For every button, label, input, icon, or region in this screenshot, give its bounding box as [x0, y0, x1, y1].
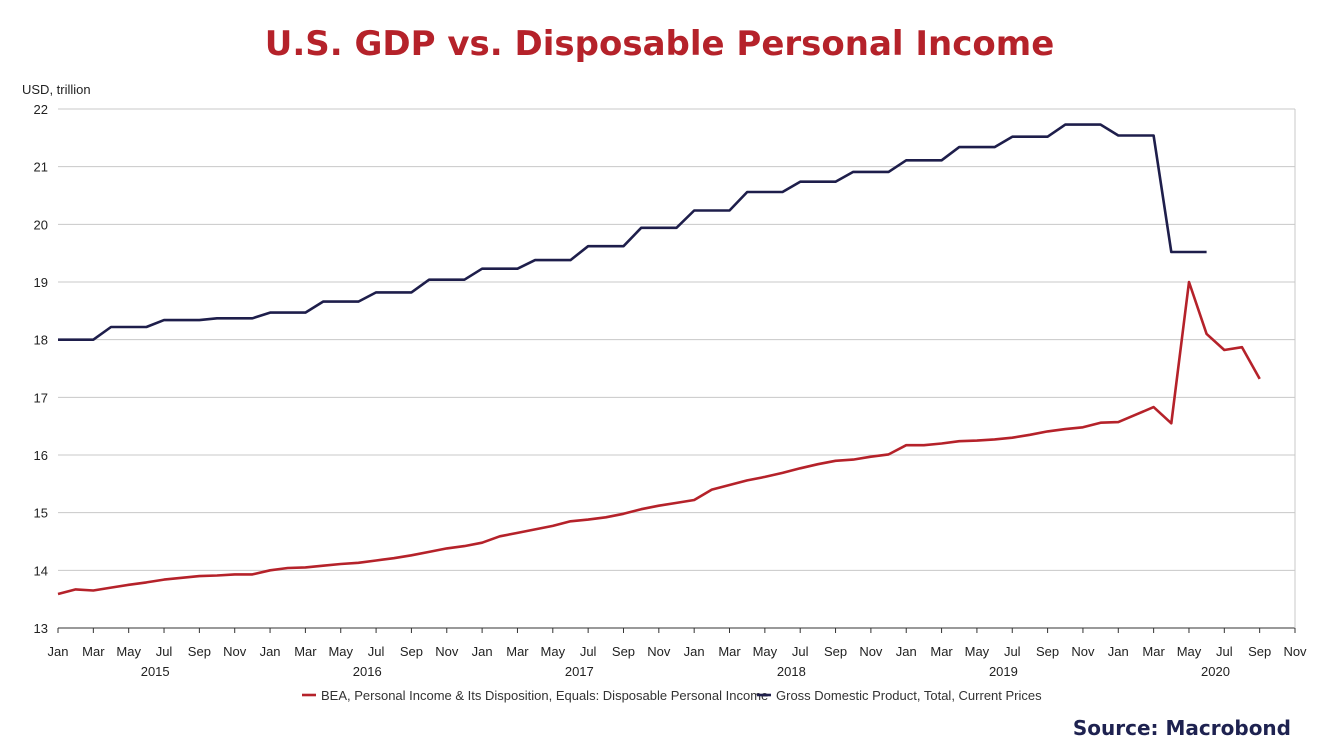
x-tick-label: May — [965, 644, 990, 659]
x-tick-label: Nov — [435, 644, 459, 659]
x-tick-label: Sep — [612, 644, 635, 659]
x-tick-label: Jan — [260, 644, 281, 659]
y-tick-label: 15 — [34, 506, 48, 521]
y-tick-label: 19 — [34, 275, 48, 290]
x-tick-label: May — [753, 644, 778, 659]
y-tick-label: 14 — [34, 563, 48, 578]
x-tick-label: Jul — [368, 644, 385, 659]
x-tick-label: Nov — [859, 644, 883, 659]
x-tick-label: Nov — [1283, 644, 1307, 659]
y-axis-unit-label: USD, trillion — [22, 82, 91, 97]
y-axis-ticks: 13 14 15 16 17 18 19 20 21 22 — [34, 102, 48, 636]
x-year-label: 2016 — [353, 664, 382, 679]
x-tick-label: Mar — [294, 644, 317, 659]
x-year-label: 2020 — [1201, 664, 1230, 679]
y-tick-label: 22 — [34, 102, 48, 117]
x-tick-label: Jul — [792, 644, 809, 659]
gdp-line — [58, 123, 1207, 341]
x-axis: Jan Mar May Jul Sep Nov Jan Mar May Jul Sep Nov Jan M… — [48, 628, 1307, 679]
x-year-label: 2017 — [565, 664, 594, 679]
legend-entry: Gross Domestic Product, Total, Current P… — [776, 688, 1042, 703]
x-tick-label: Sep — [1036, 644, 1059, 659]
x-tick-label: May — [541, 644, 566, 659]
source-label: Source: Macrobond — [1072, 716, 1291, 740]
x-year-label: 2019 — [989, 664, 1018, 679]
x-tick-label: Sep — [188, 644, 211, 659]
x-tick-label: Nov — [1071, 644, 1095, 659]
x-tick-label: Sep — [1248, 644, 1271, 659]
x-tick-label: Jul — [580, 644, 597, 659]
x-tick-label: May — [328, 644, 353, 659]
x-tick-label: Jul — [156, 644, 173, 659]
x-tick-label: May — [116, 644, 141, 659]
x-tick-label: Mar — [718, 644, 741, 659]
y-tick-label: 17 — [34, 390, 48, 405]
gridlines — [58, 108, 1296, 629]
x-tick-label: Nov — [647, 644, 671, 659]
y-tick-label: 20 — [34, 217, 48, 232]
x-tick-label: May — [1177, 644, 1202, 659]
y-tick-label: 18 — [34, 333, 48, 348]
x-tick-label: Jan — [1108, 644, 1129, 659]
legend: BEA, Personal Income & Its Disposition, … — [302, 688, 1042, 703]
x-tick-label: Jan — [48, 644, 69, 659]
chart-title: U.S. GDP vs. Disposable Personal Income — [264, 24, 1055, 64]
disposable-income-line — [57, 280, 1261, 596]
x-tick-label: Sep — [400, 644, 423, 659]
series-lines — [57, 123, 1261, 596]
y-tick-label: 16 — [34, 448, 48, 463]
y-tick-label: 21 — [34, 160, 48, 175]
x-tick-label: Mar — [82, 644, 105, 659]
x-tick-label: Jan — [684, 644, 705, 659]
x-year-label: 2018 — [777, 664, 806, 679]
x-tick-label: Mar — [506, 644, 529, 659]
x-tick-label: Jul — [1216, 644, 1233, 659]
x-year-label: 2015 — [141, 664, 170, 679]
x-tick-label: Mar — [1142, 644, 1165, 659]
legend-entry: BEA, Personal Income & Its Disposition, … — [321, 688, 768, 703]
x-tick-label: Jan — [896, 644, 917, 659]
x-tick-label: Jul — [1004, 644, 1021, 659]
y-tick-label: 13 — [34, 621, 48, 636]
x-tick-label: Nov — [223, 644, 247, 659]
x-tick-label: Mar — [930, 644, 953, 659]
x-tick-label: Sep — [824, 644, 847, 659]
x-tick-label: Jan — [472, 644, 493, 659]
